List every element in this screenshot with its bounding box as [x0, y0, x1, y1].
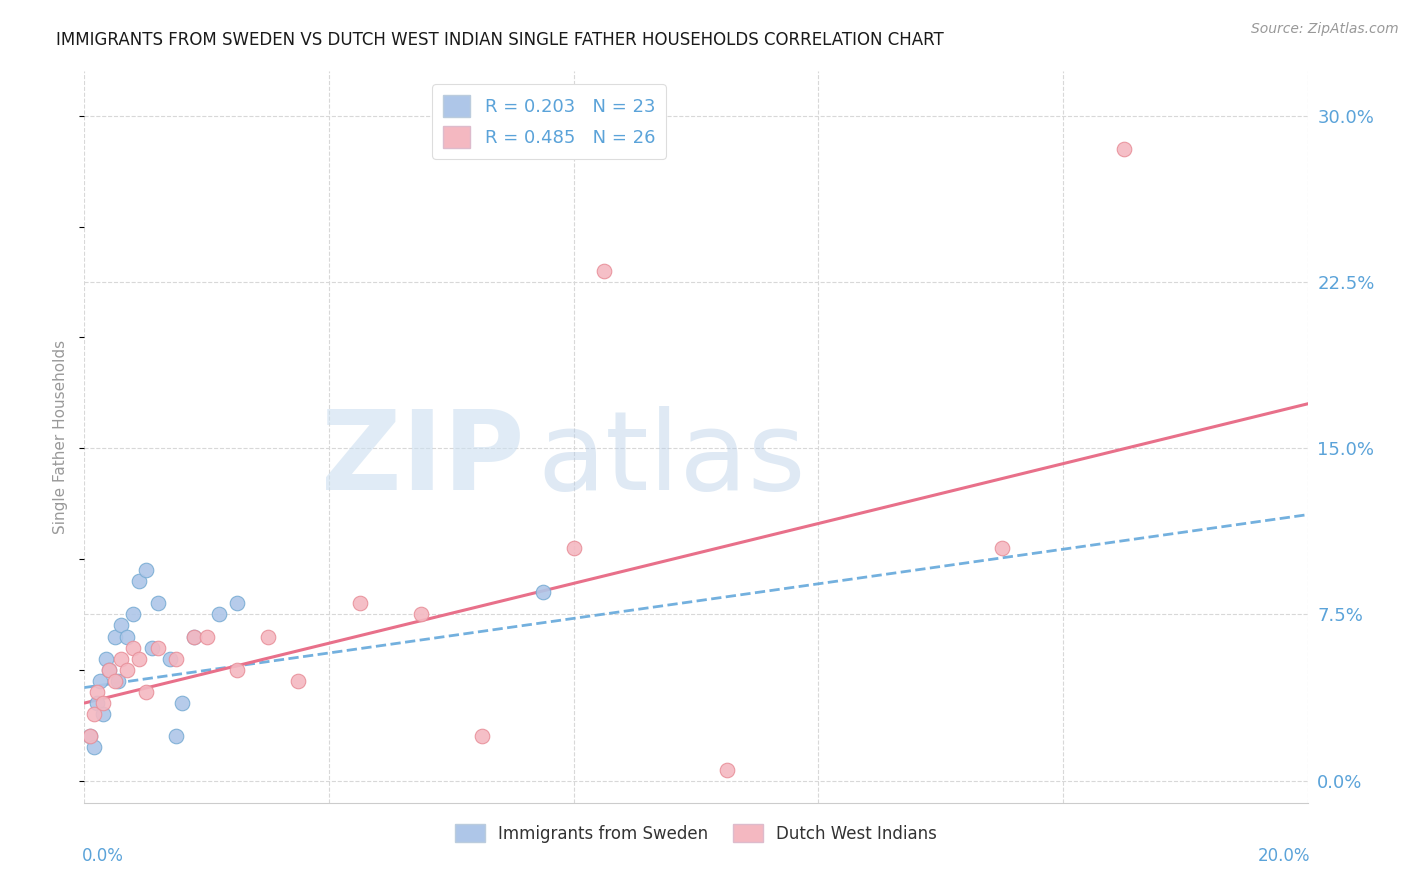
Point	[349, 596, 371, 610]
Point	[287, 673, 309, 688]
Point	[172, 696, 194, 710]
Point	[208, 607, 231, 622]
Point	[165, 729, 187, 743]
Point	[183, 630, 205, 644]
Point	[409, 607, 432, 622]
Point	[128, 651, 150, 665]
Text: 0.0%: 0.0%	[82, 847, 124, 864]
Point	[122, 640, 145, 655]
Point	[195, 630, 218, 644]
Text: IMMIGRANTS FROM SWEDEN VS DUTCH WEST INDIAN SINGLE FATHER HOUSEHOLDS CORRELATION: IMMIGRANTS FROM SWEDEN VS DUTCH WEST IND…	[56, 31, 943, 49]
Point	[146, 640, 169, 655]
Point	[115, 630, 138, 644]
Point	[471, 729, 494, 743]
Point	[97, 663, 120, 677]
Point	[146, 596, 169, 610]
Point	[83, 740, 105, 755]
Text: atlas: atlas	[537, 406, 806, 513]
Point	[89, 673, 111, 688]
Point	[183, 630, 205, 644]
Point	[141, 640, 163, 655]
Point	[110, 618, 132, 632]
Point	[531, 585, 554, 599]
Point	[165, 651, 187, 665]
Point	[115, 663, 138, 677]
Point	[91, 696, 114, 710]
Legend: Immigrants from Sweden, Dutch West Indians: Immigrants from Sweden, Dutch West India…	[449, 818, 943, 849]
Point	[97, 663, 120, 677]
Point	[991, 541, 1014, 555]
Point	[226, 663, 249, 677]
Point	[104, 630, 127, 644]
Point	[593, 264, 616, 278]
Point	[128, 574, 150, 589]
Point	[562, 541, 585, 555]
Y-axis label: Single Father Households: Single Father Households	[53, 340, 69, 534]
Point	[135, 563, 157, 577]
Point	[83, 707, 105, 722]
Point	[122, 607, 145, 622]
Point	[79, 729, 101, 743]
Point	[94, 651, 117, 665]
Point	[79, 729, 101, 743]
Point	[226, 596, 249, 610]
Point	[104, 673, 127, 688]
Text: Source: ZipAtlas.com: Source: ZipAtlas.com	[1251, 22, 1399, 37]
Point	[91, 707, 114, 722]
Point	[135, 685, 157, 699]
Point	[159, 651, 181, 665]
Point	[86, 685, 108, 699]
Text: ZIP: ZIP	[322, 406, 524, 513]
Point	[110, 651, 132, 665]
Point	[1114, 142, 1136, 156]
Point	[716, 763, 738, 777]
Point	[257, 630, 280, 644]
Text: 20.0%: 20.0%	[1257, 847, 1310, 864]
Point	[86, 696, 108, 710]
Point	[107, 673, 129, 688]
